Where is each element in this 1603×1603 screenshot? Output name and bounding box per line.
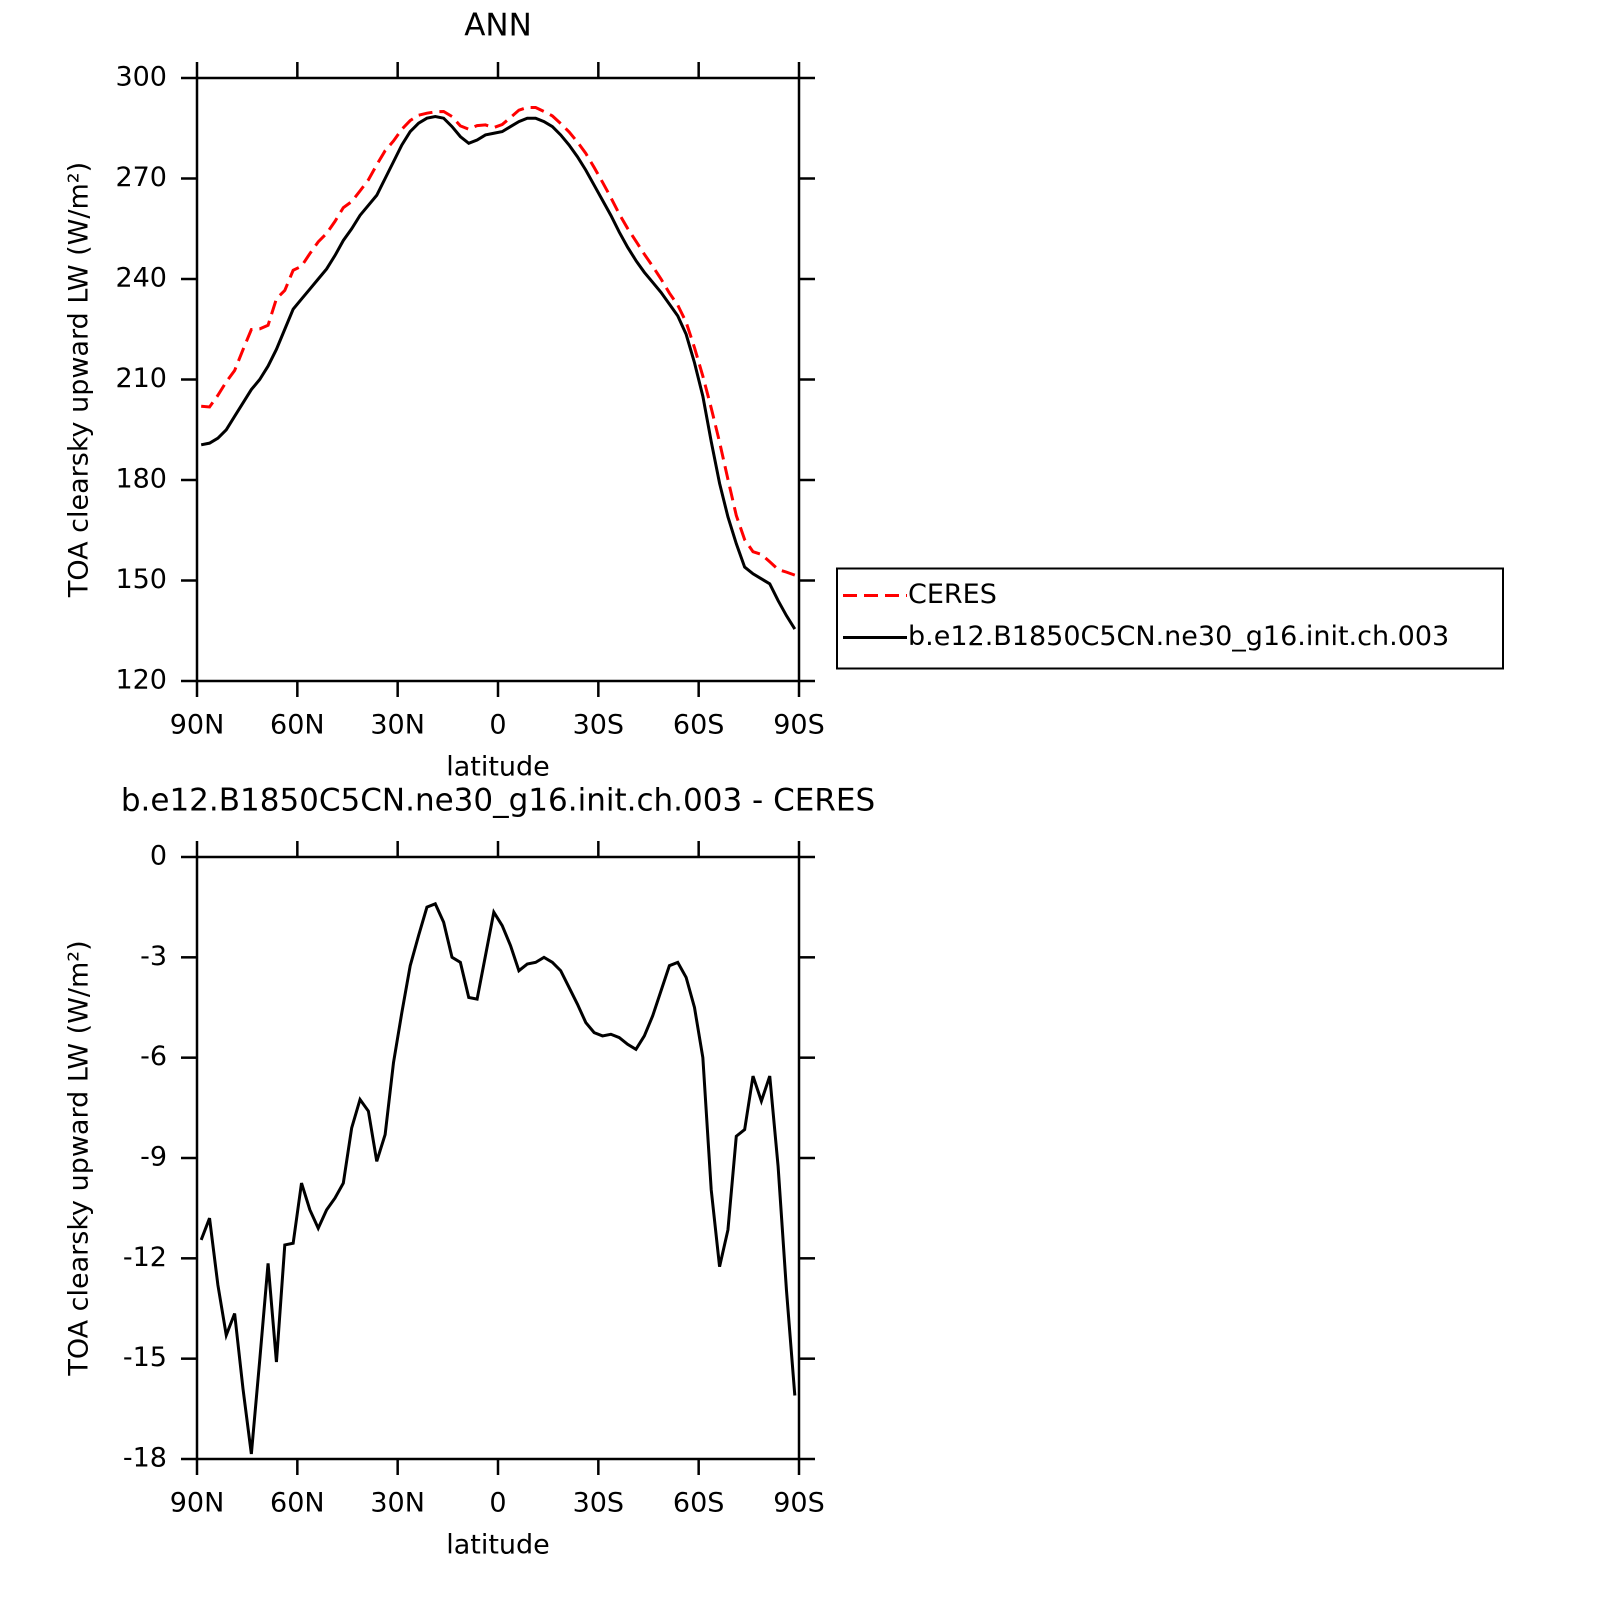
chart-title: ANN [464, 8, 532, 44]
x-tick-label: 60S [673, 1488, 725, 1519]
y-tick-label: -9 [140, 1142, 167, 1173]
x-tick-label: 60N [270, 1488, 325, 1519]
y-tick-label: 150 [115, 564, 167, 595]
data-line [201, 105, 796, 577]
x-tick-label: 90N [170, 1488, 225, 1519]
x-tick-label: 30S [573, 710, 625, 741]
legend-label: CERES [908, 579, 997, 610]
y-tick-label: 180 [115, 464, 167, 495]
y-tick-label: 0 [150, 841, 167, 872]
y-tick-label: -15 [123, 1342, 167, 1373]
y-tick-label: 270 [115, 162, 167, 193]
x-tick-label: 60N [270, 710, 325, 741]
x-tick-label: 90S [773, 1488, 825, 1519]
y-tick-label: -3 [140, 941, 167, 972]
y-tick-label: 120 [115, 665, 167, 696]
y-tick-label: 240 [115, 263, 167, 294]
y-tick-label: 300 [115, 62, 167, 93]
x-tick-label: 60S [673, 710, 725, 741]
x-axis-label: latitude [446, 1530, 550, 1561]
x-tick-label: 0 [489, 1488, 506, 1519]
y-tick-label: -18 [123, 1443, 167, 1474]
plot-frame [195, 76, 801, 683]
x-axis-label: latitude [446, 752, 550, 783]
y-tick-label: 210 [115, 363, 167, 394]
x-tick-label: 90S [773, 710, 825, 741]
y-axis-label: TOA clearsky upward LW (W/m²) [64, 940, 95, 1376]
x-tick-label: 30N [370, 1488, 425, 1519]
x-tick-label: 30N [370, 710, 425, 741]
legend-box [836, 567, 1504, 670]
y-tick-label: -6 [140, 1041, 167, 1072]
x-tick-label: 0 [489, 710, 506, 741]
y-tick-label: -12 [123, 1242, 167, 1273]
data-line [199, 901, 797, 1455]
legend-label: b.e12.B1850C5CN.ne30_g16.init.ch.003 [908, 621, 1449, 652]
y-axis-label: TOA clearsky upward LW (W/m²) [64, 162, 95, 598]
x-tick-label: 30S [573, 1488, 625, 1519]
x-tick-label: 90N [170, 710, 225, 741]
chart-title: b.e12.B1850C5CN.ne30_g16.init.ch.003 - C… [121, 783, 875, 819]
data-line [200, 114, 797, 630]
